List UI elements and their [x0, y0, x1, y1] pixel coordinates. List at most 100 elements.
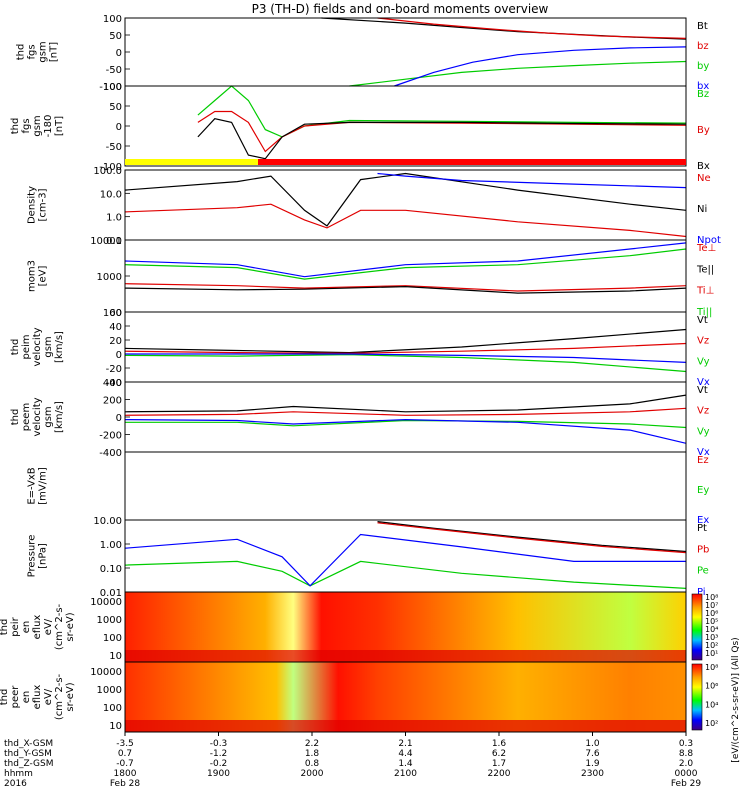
y-tick-label: -50 [106, 142, 122, 153]
y-tick-label: 0.10 [100, 564, 122, 575]
panel-velocity_e: 400 200 0 -200 -400 thd peem velocity gsm [km/s] V… [10, 378, 710, 459]
x-row-label: 2016 [4, 779, 27, 789]
legend-Ey: Ey [697, 485, 709, 496]
y-tick-label: 400 [103, 378, 122, 389]
legend-Vz: Vz [697, 406, 709, 417]
x-tick-label: 0.8 [305, 759, 320, 769]
y-axis-label-line: Density [27, 186, 38, 224]
x-tick-label: 2200 [488, 769, 511, 779]
panel-frame [124, 239, 687, 313]
series-Vy [124, 354, 687, 373]
colorbar-tick-label: 10³ [705, 633, 718, 642]
y-tick-label: -100 [99, 162, 122, 173]
y-tick-label: 10 [109, 721, 122, 732]
y-tick-label: -100 [99, 82, 122, 93]
x-tick-label: 1.6 [492, 739, 507, 749]
y-tick-label: 1.0 [106, 213, 122, 224]
y-tick-label: 10 [109, 651, 122, 662]
y-axis-label: mom3 [eV] [27, 260, 49, 292]
x-tick-label: 8.8 [679, 749, 694, 759]
colorbar-tick-label: 10⁶ [705, 682, 718, 691]
x-tick-label: 6.2 [492, 749, 506, 759]
y-axis-label: thd fgs gsm [nT] [16, 41, 60, 62]
spectrogram-low-energy-band [125, 650, 686, 662]
legend-Ex: Ex [697, 515, 709, 526]
panel-density: 100.0 10.0 1.0 0.1 Density [cm-3] Ne Ni Npot [27, 166, 721, 247]
colorbar-tick-label: 10⁷ [705, 601, 718, 610]
panel-fgs_gse: 100 50 0 -50 -100 thd fgs gsm -180 [nT] Bz By Bx [10, 82, 710, 173]
panel-pressure: 10.00 1.00 0.10 0.01 Pressure [nPa] Pt Pb Pe Pi [27, 516, 710, 599]
y-tick-label: 100 [103, 82, 122, 93]
y-axis-label-line: [mV/m] [38, 467, 49, 505]
colorbar-tick-label: 10¹ [705, 649, 718, 658]
y-tick-label: 10000 [90, 236, 122, 247]
panel-frame [124, 169, 687, 241]
y-tick-label: 0 [116, 413, 122, 424]
y-tick-label: 50 [109, 102, 122, 113]
x-tick-label: -0.2 [210, 759, 228, 769]
y-tick-label: 200 [103, 396, 122, 407]
x-tick-label: 2.0 [679, 759, 694, 769]
y-tick-label: 100.0 [93, 166, 122, 177]
y-tick-label: -40 [106, 378, 122, 389]
y-tick-label: -20 [106, 364, 122, 375]
series-Ti|| [124, 248, 687, 280]
legend-Pi: Pi [697, 587, 706, 598]
panel-frame [124, 451, 687, 521]
series-Te|| [124, 285, 687, 294]
y-axis-label-line: thd [0, 619, 10, 636]
series-Ni [124, 172, 687, 227]
y-tick-label: 60 [109, 308, 122, 319]
series-Pi [124, 533, 686, 587]
series-Bx [197, 118, 687, 160]
series-Bz [197, 85, 687, 138]
y-axis-label-line: mom3 [27, 260, 38, 292]
x-tick-label: 2100 [394, 769, 417, 779]
y-axis-label-line: en [21, 691, 32, 704]
y-axis-label-line: [nT] [49, 42, 60, 62]
series-Ne [124, 203, 687, 238]
y-axis-label: E=-VxB [mV/m] [27, 467, 49, 505]
y-axis-label-line: fgs [21, 118, 32, 133]
x-tick-label: 1.4 [398, 759, 413, 769]
legend-bx: bx [697, 81, 709, 92]
series-Vz [124, 407, 687, 416]
panel-fgs_gsm: 100 50 0 -50 -100 thd fgs gsm [nT] Bt bz by bx [16, 14, 710, 93]
legend-Ne: Ne [697, 173, 711, 184]
y-axis-label-line: gsm [38, 41, 49, 62]
spectrogram-low-energy-band [125, 720, 686, 732]
y-axis-label-line: sr-eV) [65, 682, 76, 711]
legend-Vy: Vy [697, 426, 710, 437]
series-Pe [124, 560, 687, 589]
x-tick-label: Feb 28 [110, 779, 141, 789]
legend-Ti⊥: Ti⊥ [696, 286, 714, 297]
y-axis-label-line: (cm^2-s- [54, 673, 65, 720]
series-by [349, 60, 687, 87]
series-Vx [124, 418, 687, 444]
legend-Pe: Pe [697, 566, 709, 577]
series-Npot [377, 172, 687, 189]
legend-Bt: Bt [697, 21, 708, 32]
y-axis-label: thd peer en eflux eV/(cm^2-s-sr-eV) [0, 673, 76, 720]
legend-Ez: Ez [697, 455, 709, 466]
series-Vx [125, 353, 687, 363]
y-tick-label: 0 [116, 350, 122, 361]
x-row-label: hhmm [4, 769, 33, 779]
legend-Vx: Vx [697, 447, 710, 458]
series-Vt [124, 328, 687, 354]
x-tick-label: 0000 [675, 769, 698, 779]
legend-Vt: Vt [697, 315, 708, 326]
x-tick-label: Feb 29 [671, 779, 702, 789]
x-tick-label: 1.9 [585, 759, 600, 769]
legend-Vt: Vt [697, 385, 708, 396]
series-Pb [377, 522, 687, 554]
legend-By: By [697, 125, 710, 136]
y-tick-label: 100 [103, 308, 122, 319]
y-axis-label-line: eV/ [43, 688, 54, 705]
x-row-label: thd_X-GSM [4, 739, 53, 749]
y-axis-label-line: eV/ [43, 618, 54, 635]
y-axis-label-line: -180 [43, 115, 54, 138]
y-tick-label: 0 [116, 122, 122, 133]
x-tick-label: -0.3 [210, 739, 228, 749]
y-tick-label: 0.01 [100, 588, 122, 599]
